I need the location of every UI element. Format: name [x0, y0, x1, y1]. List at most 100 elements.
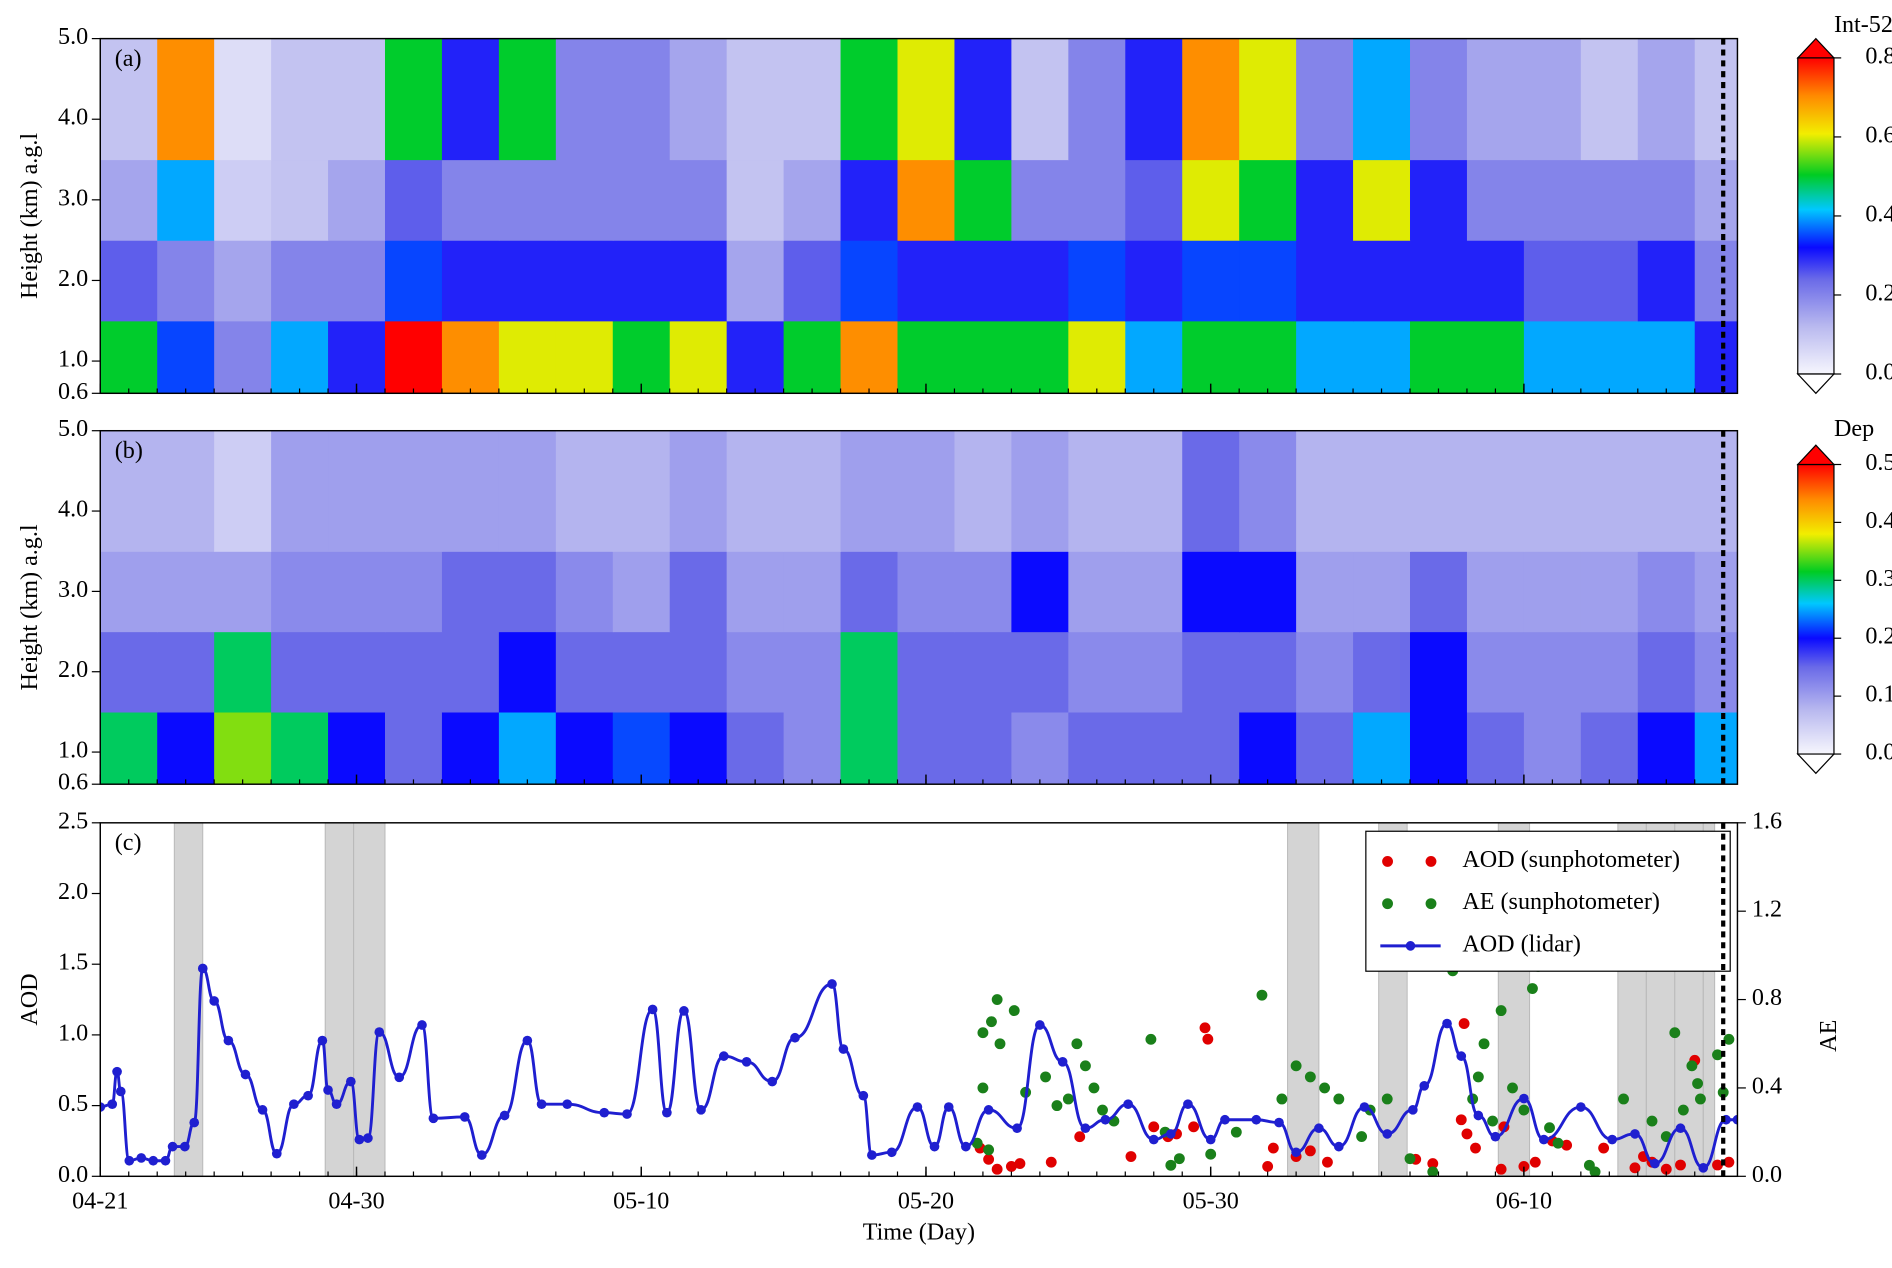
scatter-point — [994, 1038, 1006, 1050]
heatmap-cell — [1125, 631, 1183, 713]
line-marker — [160, 1155, 171, 1166]
heatmap-cell — [555, 320, 614, 394]
scatter-point — [1544, 1122, 1555, 1134]
colorbar-label: Dep — [1834, 416, 1874, 442]
heatmap-cell — [612, 551, 671, 633]
heatmap-cell — [669, 631, 728, 713]
scatter-point — [1319, 1082, 1331, 1094]
scatter-point — [1455, 1114, 1467, 1126]
heatmap-cell — [384, 430, 443, 552]
line-marker — [1419, 1080, 1430, 1091]
line-marker — [983, 1105, 994, 1115]
line-marker — [417, 1020, 427, 1030]
line-marker — [961, 1141, 971, 1152]
colorbar-tick-label: 0.5 — [1865, 450, 1892, 476]
heatmap-cell — [328, 38, 386, 161]
scatter-point — [1518, 1160, 1530, 1172]
scatter-point — [1669, 1027, 1681, 1039]
heatmap-cell — [1410, 320, 1468, 394]
y-tick-label: 2.0 — [58, 657, 88, 683]
heatmap-cell — [669, 430, 728, 552]
line-marker — [536, 1099, 547, 1110]
y-tick-label: 4.0 — [58, 497, 88, 523]
y-tick-label: 1.0 — [58, 347, 88, 373]
heatmap-cell — [1410, 711, 1468, 785]
heatmap-cell — [214, 711, 272, 785]
scatter-point — [1518, 1104, 1530, 1116]
scatter-point — [1173, 1153, 1185, 1165]
scatter-point — [1008, 1005, 1020, 1017]
scatter-point — [986, 1016, 997, 1028]
heatmap-cell — [726, 240, 785, 322]
plot-frame — [99, 822, 1739, 1178]
panel-label: (a) — [115, 46, 142, 72]
legend-label: AOD (lidar) — [1462, 931, 1581, 957]
heatmap-cell — [1580, 159, 1639, 241]
scatter-point — [1677, 1104, 1689, 1116]
plot-area — [100, 430, 1738, 785]
scatter-point — [1051, 1100, 1063, 1112]
scatter-point — [1202, 1033, 1214, 1045]
colorbar — [1797, 463, 1835, 755]
heatmap-cell — [1466, 320, 1525, 394]
legend-marker — [1405, 941, 1416, 951]
line-marker — [1274, 1117, 1284, 1128]
colorbar-tick-label: 0.4 — [1865, 201, 1892, 227]
line-marker — [180, 1141, 190, 1152]
heatmap-cell — [441, 159, 500, 241]
heatmap-cell — [1410, 430, 1468, 552]
heatmap-cell — [441, 711, 500, 785]
y-tick-label: 4.0 — [58, 105, 88, 131]
line-marker — [1650, 1158, 1660, 1169]
y-tick-label: 5.0 — [58, 24, 88, 50]
line-marker — [209, 996, 219, 1006]
heatmap-cell — [498, 240, 557, 322]
heatmap-cell — [726, 38, 785, 161]
line-marker — [107, 1099, 118, 1110]
line-marker — [1359, 1102, 1370, 1112]
scatter-point — [971, 1137, 983, 1149]
scatter-point — [1040, 1071, 1051, 1083]
scatter-point — [1148, 1121, 1160, 1133]
legend-marker — [1425, 898, 1437, 910]
heatmap-cell — [954, 159, 1012, 241]
x-axis-label: Time (Day) — [863, 1220, 975, 1246]
heatmap-cell — [726, 711, 785, 785]
heatmap-cell — [840, 320, 899, 394]
colorbar-label: Int-527 — [1834, 12, 1892, 38]
line-marker — [1035, 1020, 1045, 1030]
scatter-point — [1071, 1038, 1083, 1050]
heatmap-cell — [555, 711, 614, 785]
shaded-span — [1702, 822, 1716, 1177]
heatmap-cell — [1068, 320, 1126, 394]
legend-marker — [1425, 855, 1437, 867]
y-tick-label: 0.0 — [58, 1162, 88, 1188]
heatmap-cell — [271, 711, 329, 785]
panel-label: (b) — [115, 438, 143, 464]
legend-marker — [1382, 898, 1393, 910]
line-marker — [197, 963, 208, 974]
scatter-point — [1290, 1060, 1302, 1072]
heatmap-cell — [1353, 631, 1411, 713]
colorbar-extend-min — [1796, 753, 1836, 775]
scatter-point — [977, 1082, 989, 1094]
scatter-point — [1692, 1078, 1704, 1089]
scatter-point — [1561, 1139, 1573, 1151]
heatmap-cell — [840, 159, 899, 241]
heatmap-cell — [612, 631, 671, 713]
heatmap-cell — [214, 551, 272, 633]
heatmap-cell — [1011, 430, 1069, 552]
heatmap-cell — [1466, 631, 1525, 713]
heatmap-cell — [1466, 711, 1525, 785]
heatmap-cell — [555, 551, 614, 633]
line-marker — [345, 1076, 356, 1087]
heatmap-cell — [840, 711, 899, 785]
heatmap-cell — [1694, 711, 1738, 785]
colorbar-extend-max — [1796, 37, 1836, 59]
heatmap-cell — [328, 631, 386, 713]
line-marker — [331, 1099, 342, 1110]
heatmap-cell — [669, 551, 728, 633]
y-tick-label: 3.0 — [58, 577, 88, 603]
scatter-point — [1461, 1128, 1473, 1140]
heatmap-cell — [1523, 551, 1582, 633]
